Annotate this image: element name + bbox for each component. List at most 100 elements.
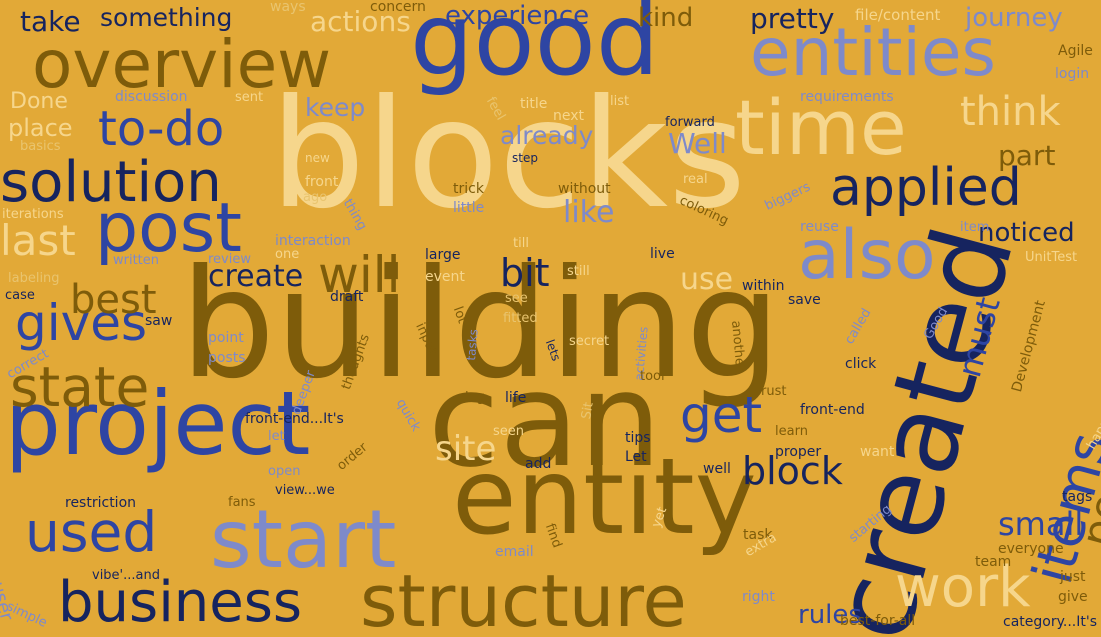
word-cloud-word: team [975,554,1012,570]
word-cloud-word: like [563,195,615,230]
word-cloud-word: live [650,246,675,262]
word-cloud-word: posts [208,350,246,366]
word-cloud-word: will [318,246,401,304]
word-cloud-word: till [513,236,529,251]
word-cloud-word: tool [640,369,665,384]
word-cloud-word: keep [305,93,366,122]
word-cloud-word: entities [750,14,996,91]
word-cloud-word: well [703,461,731,477]
word-cloud-word: vibe'...and [92,568,160,583]
word-cloud-word: login [1055,66,1090,82]
word-cloud-word: iterations [2,207,64,222]
word-cloud-word: good [410,0,660,98]
word-cloud-word: sent [235,90,264,105]
word-cloud-word: solution [0,150,222,215]
word-cloud-word: add [525,456,552,472]
word-cloud-word: tags [1062,489,1093,505]
word-cloud-word: review [208,252,251,267]
word-cloud-word: gives [15,294,148,352]
word-cloud-word: view...we [275,483,335,498]
word-cloud-word: simple [4,599,50,631]
word-cloud-word: place [8,114,73,142]
word-cloud-word: entity [452,436,757,558]
word-cloud-word: happy [1084,409,1101,452]
word-cloud-word: category...It's [1003,614,1097,630]
word-cloud-word: within [742,278,785,294]
word-cloud-word: forward [665,115,715,130]
word-cloud-word: learn [775,424,808,439]
word-cloud-word: Agile [1058,43,1093,59]
word-cloud-word: item [960,220,990,235]
word-cloud-word: fans [228,495,256,510]
word-cloud-word: new [305,151,330,165]
word-cloud-word: experience [445,1,590,31]
word-cloud-word: email [495,544,534,560]
word-cloud-word: written [113,253,160,268]
word-cloud-word: fitted [503,311,538,326]
word-cloud-word: think [960,89,1061,135]
word-cloud-word: saw [145,313,173,329]
word-cloud-word: work [895,555,1031,620]
word-cloud-word: best [70,277,157,323]
word-cloud-word: also [798,216,936,295]
word-cloud-word: large [425,247,461,263]
word-cloud-word: next [553,108,585,124]
word-cloud-word: trick [453,181,484,197]
word-cloud-word: can [428,344,662,496]
word-cloud-word: bit [500,251,550,295]
word-cloud-word: proper [775,444,822,460]
word-cloud-word: ways [270,0,306,15]
word-cloud-word: Done [10,89,68,114]
word-cloud-word: real [683,172,708,187]
word-cloud-word: leg [465,390,485,405]
word-cloud-word: click [845,356,877,372]
word-cloud-word: secret [569,334,610,349]
word-cloud-word: create [208,259,304,294]
word-cloud-word: front [305,174,339,190]
word-cloud-word: restriction [65,495,137,511]
word-cloud-word: draft [330,289,364,305]
word-cloud-word: basics [20,139,61,154]
word-cloud-word: concern [370,0,426,15]
word-cloud-word: used [25,500,158,564]
word-cloud-word: business [58,570,303,635]
word-cloud-word: let [268,429,285,444]
word-cloud-word: small [998,505,1084,543]
word-cloud-word: just [1060,569,1086,585]
word-cloud-word: step [512,151,538,165]
word-cloud-word: structure [360,559,687,637]
word-cloud-word: get [680,386,763,444]
word-cloud-word: best-for-all [840,613,916,629]
word-cloud-word: interaction [275,233,351,249]
word-cloud-word: something [100,3,233,32]
word-cloud-word: actions [310,5,411,38]
word-cloud-word: everyone [998,541,1064,557]
word-cloud-word: list [610,94,630,109]
word-cloud-word: start [210,493,397,586]
word-cloud-word: overview [32,26,332,103]
word-cloud-word: part [998,139,1056,172]
word-cloud-word: without [558,181,611,197]
word-cloud-word: discussion [115,89,188,105]
word-cloud-word: give [1058,589,1088,605]
word-cloud-word: order [334,439,371,474]
word-cloud-word: file/content [855,6,941,24]
word-cloud-word: labeling [8,271,60,286]
word-cloud-word: one [275,247,300,262]
word-cloud-word: noticed [978,218,1075,248]
word-cloud-word: time [735,83,907,172]
word-cloud-word: save [788,292,821,308]
word-cloud-word: Let [625,449,647,465]
word-cloud-word: Trust [755,384,787,399]
word-cloud-word: reuse [800,219,839,235]
word-cloud-word: seen [493,424,525,439]
word-cloud-word: see [505,291,528,306]
word-cloud-word: life [505,390,527,406]
word-cloud-word: state [10,355,150,419]
word-cloud-word: blocks [270,68,747,242]
word-cloud-word: event [425,269,465,285]
word-cloud-word: ago [303,190,328,205]
word-cloud-word: point [208,330,244,346]
word-cloud-word: site [435,429,497,469]
word-cloud-word: biggers [762,179,813,214]
